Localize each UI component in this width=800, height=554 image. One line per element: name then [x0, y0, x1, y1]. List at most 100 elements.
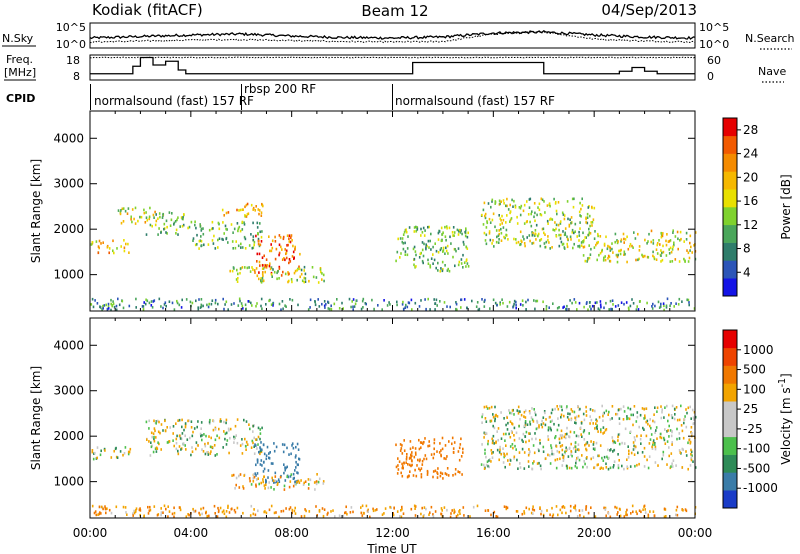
velocity-cell-1073	[605, 428, 608, 431]
velocity-cell-1502	[208, 514, 210, 518]
velocity-cell-223	[216, 453, 218, 456]
velocity-cell-1463	[139, 507, 141, 510]
velocity-cell-1096	[659, 435, 661, 439]
x-axis-label: Time UT	[366, 542, 417, 554]
velocity-cell-698	[570, 408, 573, 411]
velocity-cell-560	[561, 448, 564, 452]
power-cell-357	[308, 279, 310, 283]
velocity-cell-1266	[300, 515, 303, 518]
power-cell-727	[589, 214, 591, 218]
power-cell-4	[120, 245, 122, 248]
power-cell-1240	[165, 304, 167, 308]
power-cell-1037	[280, 308, 282, 311]
velocity-cell-536	[485, 455, 487, 459]
velocity-cell-899	[623, 467, 625, 471]
velocity-cell-270	[297, 471, 299, 475]
power-cell-165	[226, 228, 228, 231]
power-cell-481	[444, 235, 447, 238]
velocity-cell-144	[205, 434, 207, 438]
power-cell-681	[559, 237, 562, 240]
power-cell-824	[588, 244, 590, 247]
velocity-cell-287	[296, 471, 298, 474]
velocity-cell-466	[440, 454, 442, 458]
velocity-cell-660	[508, 463, 511, 466]
velocity-cell-1180	[610, 448, 612, 451]
velocity-cell-20	[127, 450, 130, 454]
power-cell-513	[465, 265, 467, 268]
power-cell-101	[188, 225, 191, 229]
power-cell-1203	[629, 304, 632, 308]
velocity-cell-452	[420, 473, 423, 476]
power-cell-797	[509, 220, 511, 223]
velocity-cell-649	[690, 457, 692, 460]
velocity-cell-1428	[233, 508, 236, 512]
velocity-cell-1163	[574, 441, 577, 444]
power-cell-331	[291, 280, 293, 284]
velocity-cell-835	[560, 405, 563, 408]
velocity-cell-88	[151, 435, 153, 439]
power-cell-134	[237, 229, 239, 233]
power-cell-852	[655, 248, 658, 251]
power-cell-170	[257, 237, 260, 241]
velocity-cell-807	[687, 467, 689, 471]
power-cell-777	[509, 203, 511, 207]
power-cell-148	[200, 227, 203, 231]
power-cell-1319	[396, 303, 398, 307]
velocity-cell-1439	[372, 507, 374, 511]
velocity-cell-440	[415, 453, 417, 456]
velocity-cell-1084	[595, 422, 597, 425]
power-cell-560	[527, 213, 530, 216]
velocity-cell-294	[296, 463, 299, 466]
velocity-cell-1349	[360, 506, 362, 509]
velocity-cell-682	[538, 449, 540, 453]
velocity-cell-490	[438, 451, 441, 454]
x-tick-label-1: 04:00	[174, 526, 209, 540]
power-cell-186	[253, 240, 256, 244]
velocity-cell-1014	[583, 429, 586, 432]
power-cell-1184	[443, 301, 446, 304]
velocity-cell-572	[596, 427, 598, 431]
power-cell-1305	[501, 298, 503, 301]
power-cell-9	[123, 246, 126, 250]
velocity-cell-1522	[94, 510, 97, 513]
power-cell-822	[537, 206, 539, 209]
velocity-cell-367	[277, 482, 279, 485]
velocity-cell-833	[565, 449, 568, 453]
power-cell-386	[304, 272, 307, 276]
velocity-cell-457	[397, 468, 400, 471]
velocity-cell-1289	[530, 511, 533, 515]
velocity-cell-734	[633, 436, 636, 439]
power-cell-745	[496, 235, 498, 239]
power-cell-324	[264, 270, 266, 274]
velocity-cell-770	[532, 462, 534, 465]
power-cell-216	[225, 211, 228, 215]
velocity-cell-302	[283, 463, 285, 466]
velocity-cell-1404	[167, 505, 169, 508]
power-cell-1085	[291, 298, 294, 302]
velocity-cell-19	[100, 449, 102, 453]
power-cell-1097	[355, 299, 358, 302]
power-cell-751	[590, 221, 592, 224]
velocity-cell-284	[288, 453, 290, 456]
velocity-cell-1135	[645, 420, 647, 424]
velocity-cell-1299	[168, 510, 171, 513]
power-cell-1075	[238, 297, 241, 301]
velocity-cell-957	[528, 432, 530, 435]
velocity-cell-394	[256, 478, 258, 481]
power-cell-140	[240, 242, 242, 246]
velocity-cell-1444	[647, 515, 650, 519]
power-cell-932	[689, 241, 691, 245]
velocity-cell-1218	[199, 513, 201, 517]
power-cell-1312	[566, 304, 568, 308]
velocity-cell-900	[617, 464, 620, 467]
power-cell-589	[553, 229, 556, 232]
velocity-cell-216	[207, 442, 209, 445]
power-cell-393	[261, 276, 264, 280]
velocity-cell-1501	[187, 513, 189, 516]
velocity-cell-297	[292, 477, 295, 480]
power-cell-1127	[566, 308, 568, 311]
velocity-cell-310	[271, 479, 274, 482]
power-cell-951	[624, 238, 627, 241]
velocity-cell-1173	[653, 443, 656, 446]
